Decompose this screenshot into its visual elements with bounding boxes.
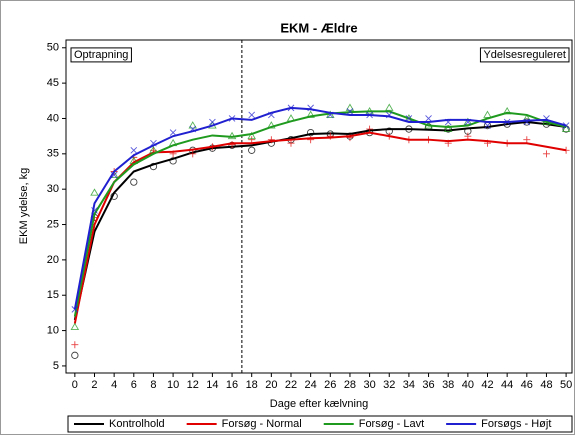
data-point	[130, 146, 138, 154]
data-point	[484, 122, 491, 129]
data-point	[561, 124, 571, 133]
x-tick-label: 34	[403, 379, 415, 391]
x-tick-label: 48	[540, 379, 552, 391]
data-point	[71, 351, 79, 359]
data-point	[247, 131, 256, 140]
data-point	[425, 115, 432, 122]
x-tick-label: 16	[226, 379, 238, 391]
x-tick-label: 12	[187, 379, 199, 391]
legend-label: Kontrolhold	[109, 418, 165, 430]
series-line	[73, 121, 567, 321]
x-tick-label: 2	[91, 379, 97, 391]
x-tick-label: 30	[363, 379, 375, 391]
data-point	[248, 146, 256, 154]
data-point	[346, 108, 354, 115]
legend-label: Forsøg - Lavt	[359, 418, 424, 430]
data-point	[542, 150, 550, 158]
data-point	[188, 121, 198, 129]
x-tick-label: 42	[481, 379, 493, 391]
x-tick-label: 38	[442, 379, 454, 391]
y-tick-label: 40	[47, 112, 59, 124]
data-point	[502, 107, 512, 115]
x-tick-label: 24	[305, 379, 317, 391]
series-line	[73, 110, 567, 317]
x-tick-label: 50	[560, 379, 572, 391]
x-tick-label: 28	[344, 379, 356, 391]
data-point	[384, 103, 394, 111]
annotation: Ydelsesreguleret	[483, 49, 566, 61]
data-point	[169, 157, 177, 165]
chart-title: EKM - Ældre	[280, 20, 357, 35]
data-point	[248, 111, 256, 119]
x-tick-label: 22	[285, 379, 297, 391]
x-axis-label: Dage efter kælvning	[270, 398, 368, 410]
plot-frame	[65, 39, 573, 374]
annotation: Optrapning	[74, 49, 128, 61]
y-tick-label: 50	[47, 42, 59, 54]
x-tick-label: 14	[206, 379, 218, 391]
data-point	[345, 103, 355, 111]
x-tick-label: 20	[265, 379, 277, 391]
y-tick-label: 15	[47, 289, 59, 301]
data-point	[562, 122, 570, 129]
y-tick-label: 30	[47, 183, 59, 195]
y-tick-label: 10	[47, 324, 59, 336]
series-line	[73, 106, 567, 310]
x-tick-label: 36	[422, 379, 434, 391]
x-tick-label: 6	[131, 379, 137, 391]
x-tick-label: 10	[167, 379, 179, 391]
data-point	[464, 132, 472, 140]
data-point	[189, 150, 197, 158]
x-tick-label: 40	[462, 379, 474, 391]
data-point	[366, 125, 374, 133]
y-tick-label: 20	[47, 254, 59, 266]
y-axis-label: EKM ydelse, kg	[18, 168, 30, 244]
x-tick-label: 8	[150, 379, 156, 391]
data-point	[71, 341, 79, 349]
y-tick-label: 45	[47, 77, 59, 89]
y-tick-label: 35	[47, 148, 59, 160]
annotation-box	[70, 47, 132, 63]
legend-box	[67, 415, 573, 433]
x-tick-label: 4	[111, 379, 117, 391]
x-tick-label: 32	[383, 379, 395, 391]
data-point	[90, 188, 99, 196]
y-tick-label: 25	[47, 218, 59, 230]
data-point	[130, 178, 138, 186]
legend-label: Forsøgs - Højt	[481, 418, 551, 430]
data-point	[267, 121, 276, 129]
legend-label: Forsøg - Normal	[222, 418, 302, 430]
x-tick-label: 26	[324, 379, 336, 391]
data-point	[523, 136, 531, 144]
data-point	[287, 139, 295, 147]
x-tick-label: 18	[246, 379, 258, 391]
x-tick-label: 0	[72, 379, 78, 391]
data-point	[443, 124, 453, 133]
y-tick-label: 5	[53, 360, 59, 372]
x-tick-label: 44	[501, 379, 513, 391]
annotation-box	[479, 47, 570, 63]
x-tick-label: 46	[521, 379, 533, 391]
data-point	[70, 322, 80, 330]
data-point	[306, 110, 315, 118]
data-point	[306, 128, 315, 137]
data-point	[248, 136, 256, 144]
